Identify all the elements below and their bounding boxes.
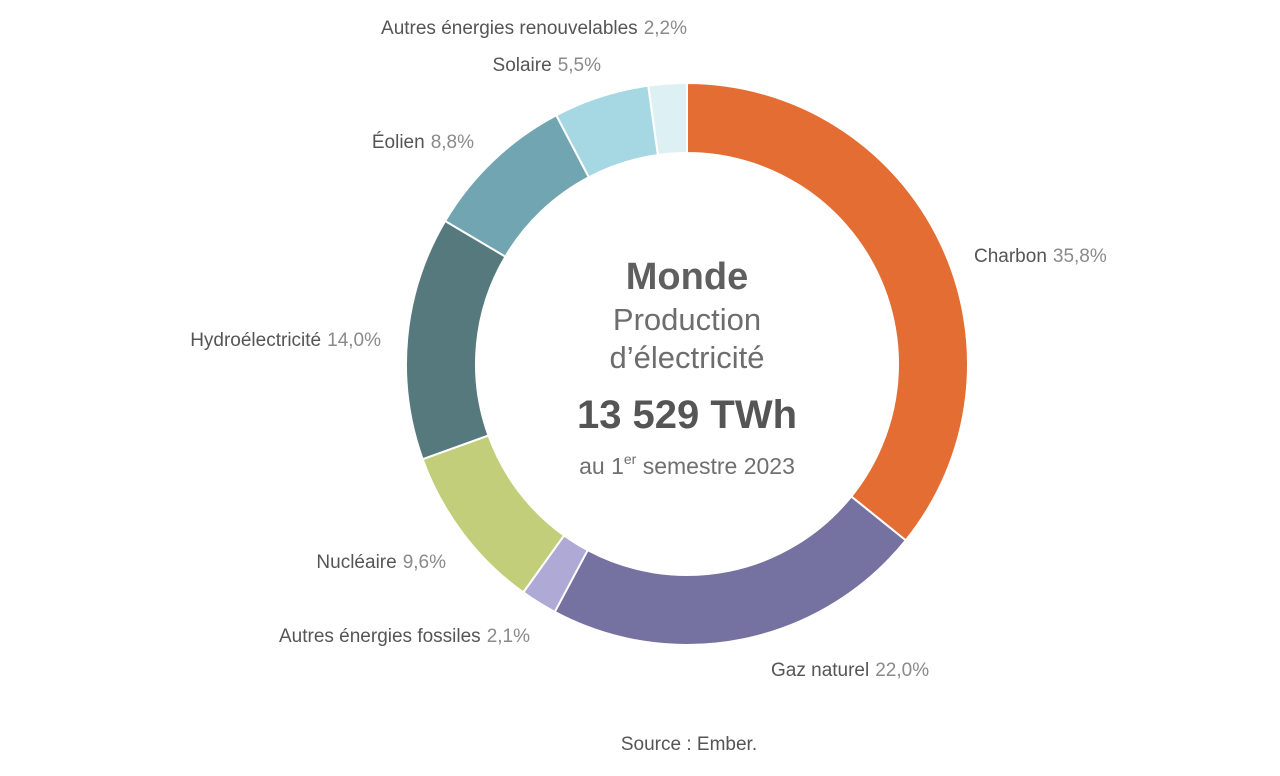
slice-label-value: 8,8%: [431, 132, 474, 153]
center-total: 13 529 TWh: [577, 393, 797, 437]
slice-label-value: 14,0%: [327, 330, 381, 351]
slice-label-name: Charbon: [974, 246, 1047, 267]
center-subtitle-line2: d’électricité: [609, 340, 764, 375]
slice-autres-énergies-renouvelables: [647, 81, 688, 157]
center-title: Monde: [626, 256, 748, 298]
slice-charbon: [686, 81, 969, 542]
source-note: Source : Ember.: [621, 734, 757, 755]
slice-gaz-naturel: [553, 495, 908, 646]
center-period: au 1er semestre 2023: [579, 451, 795, 479]
slice-label-value: 2,1%: [487, 626, 530, 647]
slice-label-value: 22,0%: [875, 660, 929, 681]
slice-labels: Charbon 35,8% Gaz naturel 22,0% Autres énerg…: [190, 18, 1107, 681]
slice-hydroélectricité: [405, 219, 507, 461]
slice-label-value: 35,8%: [1053, 246, 1107, 267]
slice-label: Hydroélectricité 14,0%: [190, 330, 381, 351]
slice-label: Gaz naturel 22,0%: [771, 660, 929, 681]
slice-label-value: 2,2%: [644, 18, 687, 39]
slice-label-name: Nucléaire: [316, 552, 396, 573]
center-text: Monde Production d’électricité 13 529 TW…: [577, 256, 797, 479]
slice-label-value: 9,6%: [403, 552, 446, 573]
center-period-suffix: semestre 2023: [636, 453, 795, 479]
slice-label-name: Éolien: [372, 132, 425, 153]
slice-label-name: Autres énergies renouvelables: [381, 18, 638, 39]
slice-label-name: Autres énergies fossiles: [279, 626, 481, 647]
donut-slices: [405, 81, 969, 646]
slice-label: Autres énergies renouvelables 2,2%: [381, 18, 687, 39]
slice-label: Éolien 8,8%: [372, 132, 474, 153]
center-period-superscript: er: [624, 451, 637, 467]
slice-label-name: Gaz naturel: [771, 660, 869, 681]
slice-label-name: Solaire: [493, 55, 552, 76]
slice-label: Charbon 35,8%: [974, 246, 1107, 267]
center-subtitle-line1: Production: [613, 302, 761, 337]
slice-label: Nucléaire 9,6%: [316, 552, 446, 573]
slice-label-value: 5,5%: [558, 55, 601, 76]
slice-label: Solaire 5,5%: [493, 55, 602, 76]
center-period-prefix: au 1: [579, 453, 624, 479]
slice-label-name: Hydroélectricité: [190, 330, 321, 351]
slice-label: Autres énergies fossiles 2,1%: [279, 626, 530, 647]
